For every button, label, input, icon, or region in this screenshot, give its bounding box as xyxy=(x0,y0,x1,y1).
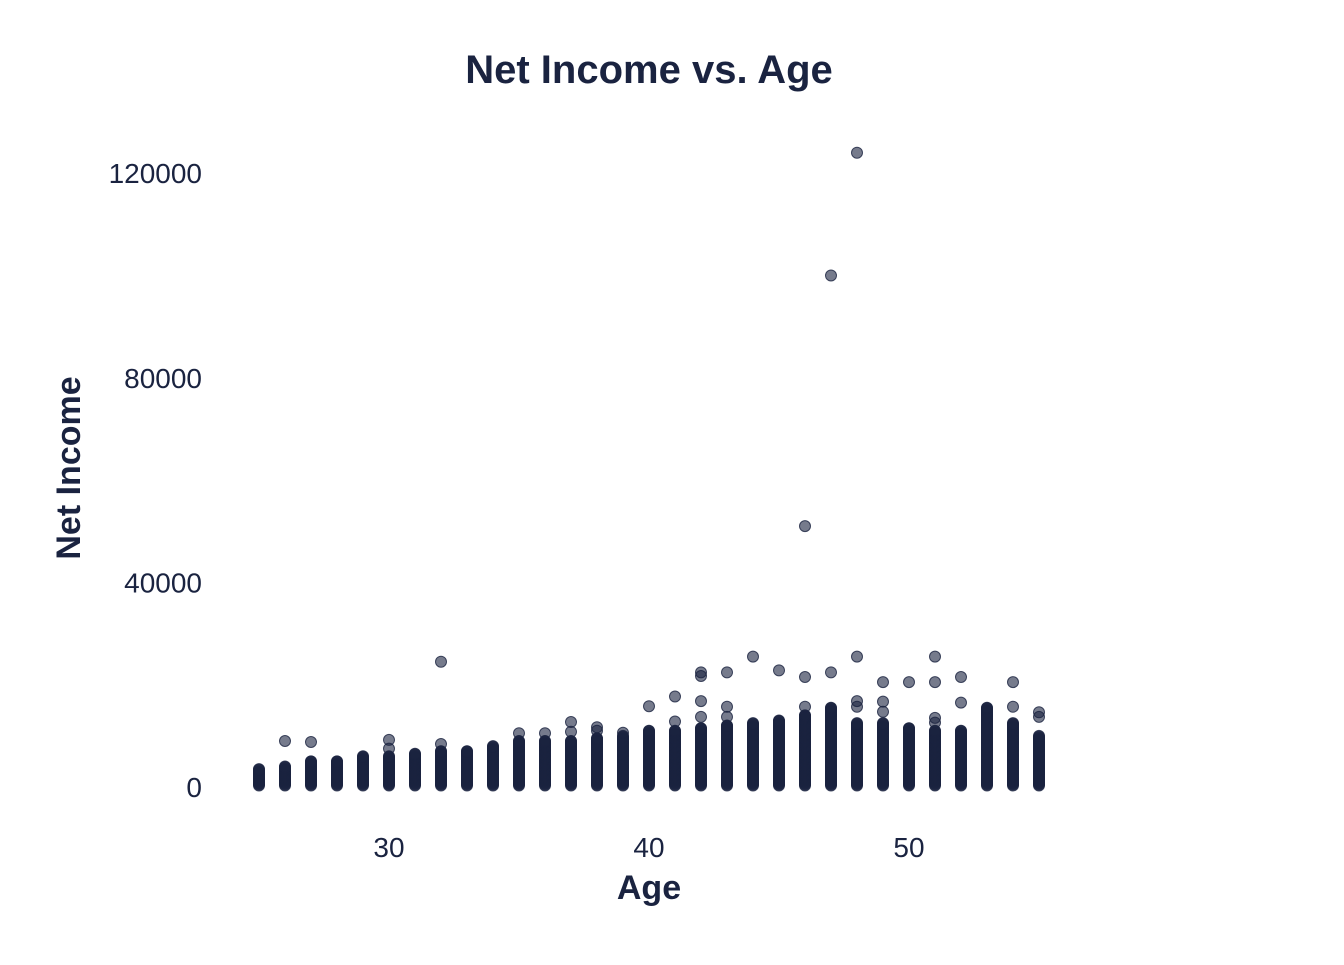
data-point xyxy=(903,722,915,735)
data-point xyxy=(929,650,941,663)
data-point xyxy=(825,269,837,282)
data-point xyxy=(1033,706,1045,719)
data-point xyxy=(695,722,707,735)
data-point xyxy=(903,676,915,689)
data-point xyxy=(799,520,811,533)
data-point xyxy=(877,705,889,718)
y-axis-ticks: 0 40000 80000 120000 xyxy=(109,158,202,803)
data-point xyxy=(435,738,447,750)
x-tick-label: 40 xyxy=(633,832,664,863)
data-point xyxy=(461,745,473,758)
data-point xyxy=(981,701,993,714)
data-point xyxy=(1007,676,1019,689)
points-layer xyxy=(253,146,1045,792)
data-point xyxy=(357,750,369,763)
data-point xyxy=(305,736,317,748)
y-tick-label: 120000 xyxy=(109,158,202,189)
x-axis-ticks: 30 40 50 xyxy=(373,832,924,863)
data-point xyxy=(1033,729,1045,742)
data-point xyxy=(669,690,681,703)
data-point xyxy=(1007,700,1019,713)
y-axis-label: Net Income xyxy=(50,376,88,559)
data-point xyxy=(721,666,733,679)
data-point xyxy=(409,747,421,760)
data-point xyxy=(643,724,655,737)
data-point xyxy=(877,676,889,689)
data-point xyxy=(539,727,551,740)
data-point xyxy=(851,146,863,159)
data-point xyxy=(747,650,759,663)
data-point xyxy=(877,695,889,708)
data-point xyxy=(799,671,811,683)
data-point xyxy=(253,763,265,776)
data-point xyxy=(279,735,291,747)
data-point xyxy=(331,755,343,768)
data-point xyxy=(955,671,967,683)
x-axis-label: Age xyxy=(617,869,681,907)
data-point xyxy=(1007,717,1019,730)
data-point xyxy=(721,710,733,723)
y-tick-label: 80000 xyxy=(124,363,202,394)
data-point xyxy=(669,715,681,728)
data-point xyxy=(851,717,863,730)
data-point xyxy=(877,717,889,730)
data-point xyxy=(747,717,759,730)
data-point xyxy=(305,755,317,768)
data-point xyxy=(487,740,499,753)
data-point xyxy=(825,701,837,714)
y-tick-label: 0 xyxy=(186,772,202,803)
data-point xyxy=(929,711,941,724)
data-point xyxy=(773,664,785,677)
data-point xyxy=(591,721,603,734)
data-point xyxy=(773,714,785,727)
data-point xyxy=(279,760,291,773)
data-point xyxy=(721,700,733,713)
data-point xyxy=(435,655,447,668)
data-point xyxy=(695,666,707,679)
data-point xyxy=(851,650,863,663)
y-tick-label: 40000 xyxy=(124,567,202,598)
data-point xyxy=(955,724,967,737)
data-point xyxy=(565,716,577,728)
data-point xyxy=(695,710,707,723)
data-point xyxy=(825,666,837,679)
data-point xyxy=(643,700,655,713)
data-point xyxy=(383,733,395,746)
data-point xyxy=(799,700,811,713)
x-tick-label: 50 xyxy=(893,832,924,863)
x-tick-label: 30 xyxy=(373,832,404,863)
data-point xyxy=(851,695,863,708)
chart-title: Net Income vs. Age xyxy=(465,48,833,92)
data-point xyxy=(955,696,967,709)
data-point xyxy=(513,727,525,740)
data-point xyxy=(929,676,941,689)
data-point xyxy=(617,726,629,739)
data-point xyxy=(695,695,707,708)
